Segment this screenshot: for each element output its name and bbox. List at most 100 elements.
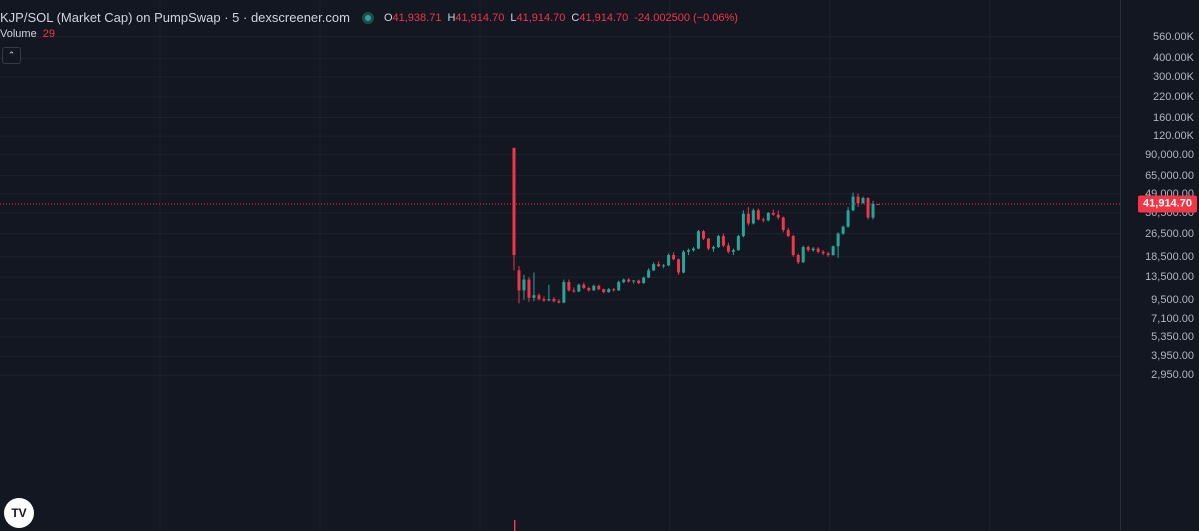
low-label: L: [510, 11, 517, 24]
price-tick-label: 7,100.00: [1151, 312, 1194, 325]
candle-body: [672, 255, 676, 260]
candle-body: [816, 248, 820, 252]
candle-body: [801, 247, 805, 263]
candle-body: [577, 284, 581, 292]
candle-body: [632, 280, 636, 282]
candle-body: [756, 210, 760, 220]
candle-body: [517, 270, 521, 291]
candle-body: [701, 231, 705, 239]
price-tick-label: 560.00K: [1153, 30, 1194, 43]
candle-body: [562, 282, 566, 303]
candle-body: [557, 301, 561, 303]
candle-body: [841, 226, 845, 234]
price-axis[interactable]: 560.00K 400.00K 300.00K 220.00K 160.00K 120.0…: [1120, 0, 1199, 531]
candle-body: [706, 238, 710, 249]
candle-body: [667, 255, 671, 266]
candle-body: [876, 203, 880, 205]
price-tick-label: 220.00K: [1153, 90, 1194, 103]
candle-body: [687, 250, 691, 252]
candle-body: [751, 210, 755, 224]
price-chart[interactable]: [0, 0, 1120, 531]
candle-body: [617, 282, 621, 291]
candle-body: [627, 279, 631, 282]
candle-body: [582, 284, 586, 289]
candle-body: [791, 236, 795, 256]
price-tick-label: 3,950.00: [1151, 350, 1194, 363]
candle-body: [821, 251, 825, 254]
candle-body: [597, 285, 601, 290]
candle-body: [866, 197, 870, 218]
candle-body: [542, 299, 546, 301]
candle-body: [796, 255, 800, 263]
candle-body: [607, 289, 611, 293]
candle-body: [836, 233, 840, 247]
price-tick-label: 9,500.00: [1151, 293, 1194, 306]
candle-body: [831, 246, 835, 256]
candle-body: [662, 265, 666, 267]
candle-body: [736, 236, 740, 251]
close-label: C: [571, 11, 580, 24]
candle-body: [781, 217, 785, 231]
price-tick-label: 13,500.00: [1145, 271, 1194, 284]
candle-body: [711, 247, 715, 249]
candle-body: [657, 264, 661, 267]
candle-body: [741, 213, 745, 237]
volume-label: Volume: [0, 28, 37, 40]
candle-body: [806, 247, 810, 251]
candle-body: [652, 264, 656, 271]
candle-body: [552, 299, 556, 302]
candle-body: [682, 251, 686, 273]
change-value: -24.002500 (−0.06%): [634, 11, 738, 24]
chart-legend: KJP/SOL (Market Cap) on PumpSwap · 5 · d…: [0, 10, 744, 25]
open-label: O: [383, 11, 393, 24]
candle-body: [731, 250, 735, 252]
candle-body: [761, 219, 765, 221]
candle-body: [716, 236, 720, 248]
candle-body: [537, 295, 541, 300]
candle-body: [811, 248, 815, 251]
low-value: 41,914.70: [516, 11, 566, 24]
candle-body: [527, 279, 531, 298]
price-tick-label: 18,500.00: [1145, 250, 1194, 263]
candle-body: [851, 196, 855, 211]
price-tick-label: 26,500.00: [1145, 227, 1194, 240]
candle-body: [846, 210, 850, 227]
candle-body: [861, 197, 865, 204]
candle-body: [642, 277, 646, 284]
volume-legend: Volume 29: [0, 28, 55, 40]
candle-body: [726, 245, 730, 252]
price-tick-label: 2,950.00: [1151, 369, 1194, 382]
tradingview-logo-icon[interactable]: TV: [4, 498, 34, 528]
candle-body: [766, 212, 770, 221]
price-tick-label: 400.00K: [1153, 52, 1194, 65]
candle-body: [871, 203, 875, 218]
candle-body: [696, 231, 700, 249]
price-tick-label: 120.00K: [1153, 130, 1194, 143]
candle-body: [587, 288, 591, 291]
candle-body: [856, 196, 860, 204]
high-value: 41,914.70: [455, 11, 505, 24]
candle-body: [721, 236, 725, 246]
candle-body: [522, 279, 526, 291]
volume-bar: [514, 520, 516, 531]
candle-body: [547, 299, 551, 301]
last-price-tag: 41,914.70: [1138, 195, 1197, 213]
candle-body: [776, 214, 780, 218]
price-tick-label: 65,000.00: [1145, 169, 1194, 182]
candle-body: [637, 280, 641, 284]
candle-body: [692, 248, 696, 251]
candle-body: [677, 259, 681, 273]
high-label: H: [447, 11, 456, 24]
candle-body: [572, 290, 576, 292]
candle-body: [567, 282, 571, 291]
candle-body: [826, 253, 830, 256]
candle-body: [622, 279, 626, 283]
open-value: 41,938.71: [392, 11, 442, 24]
candle-body: [612, 289, 616, 291]
symbol-title: KJP/SOL (Market Cap) on PumpSwap · 5 · d…: [0, 10, 350, 25]
volume-value: 29: [42, 28, 55, 40]
chevron-up-icon[interactable]: ⌃: [2, 47, 21, 64]
candle-body: [512, 147, 516, 256]
price-tick-label: 5,350.00: [1151, 330, 1194, 343]
price-tick-label: 90,000.00: [1145, 148, 1194, 161]
